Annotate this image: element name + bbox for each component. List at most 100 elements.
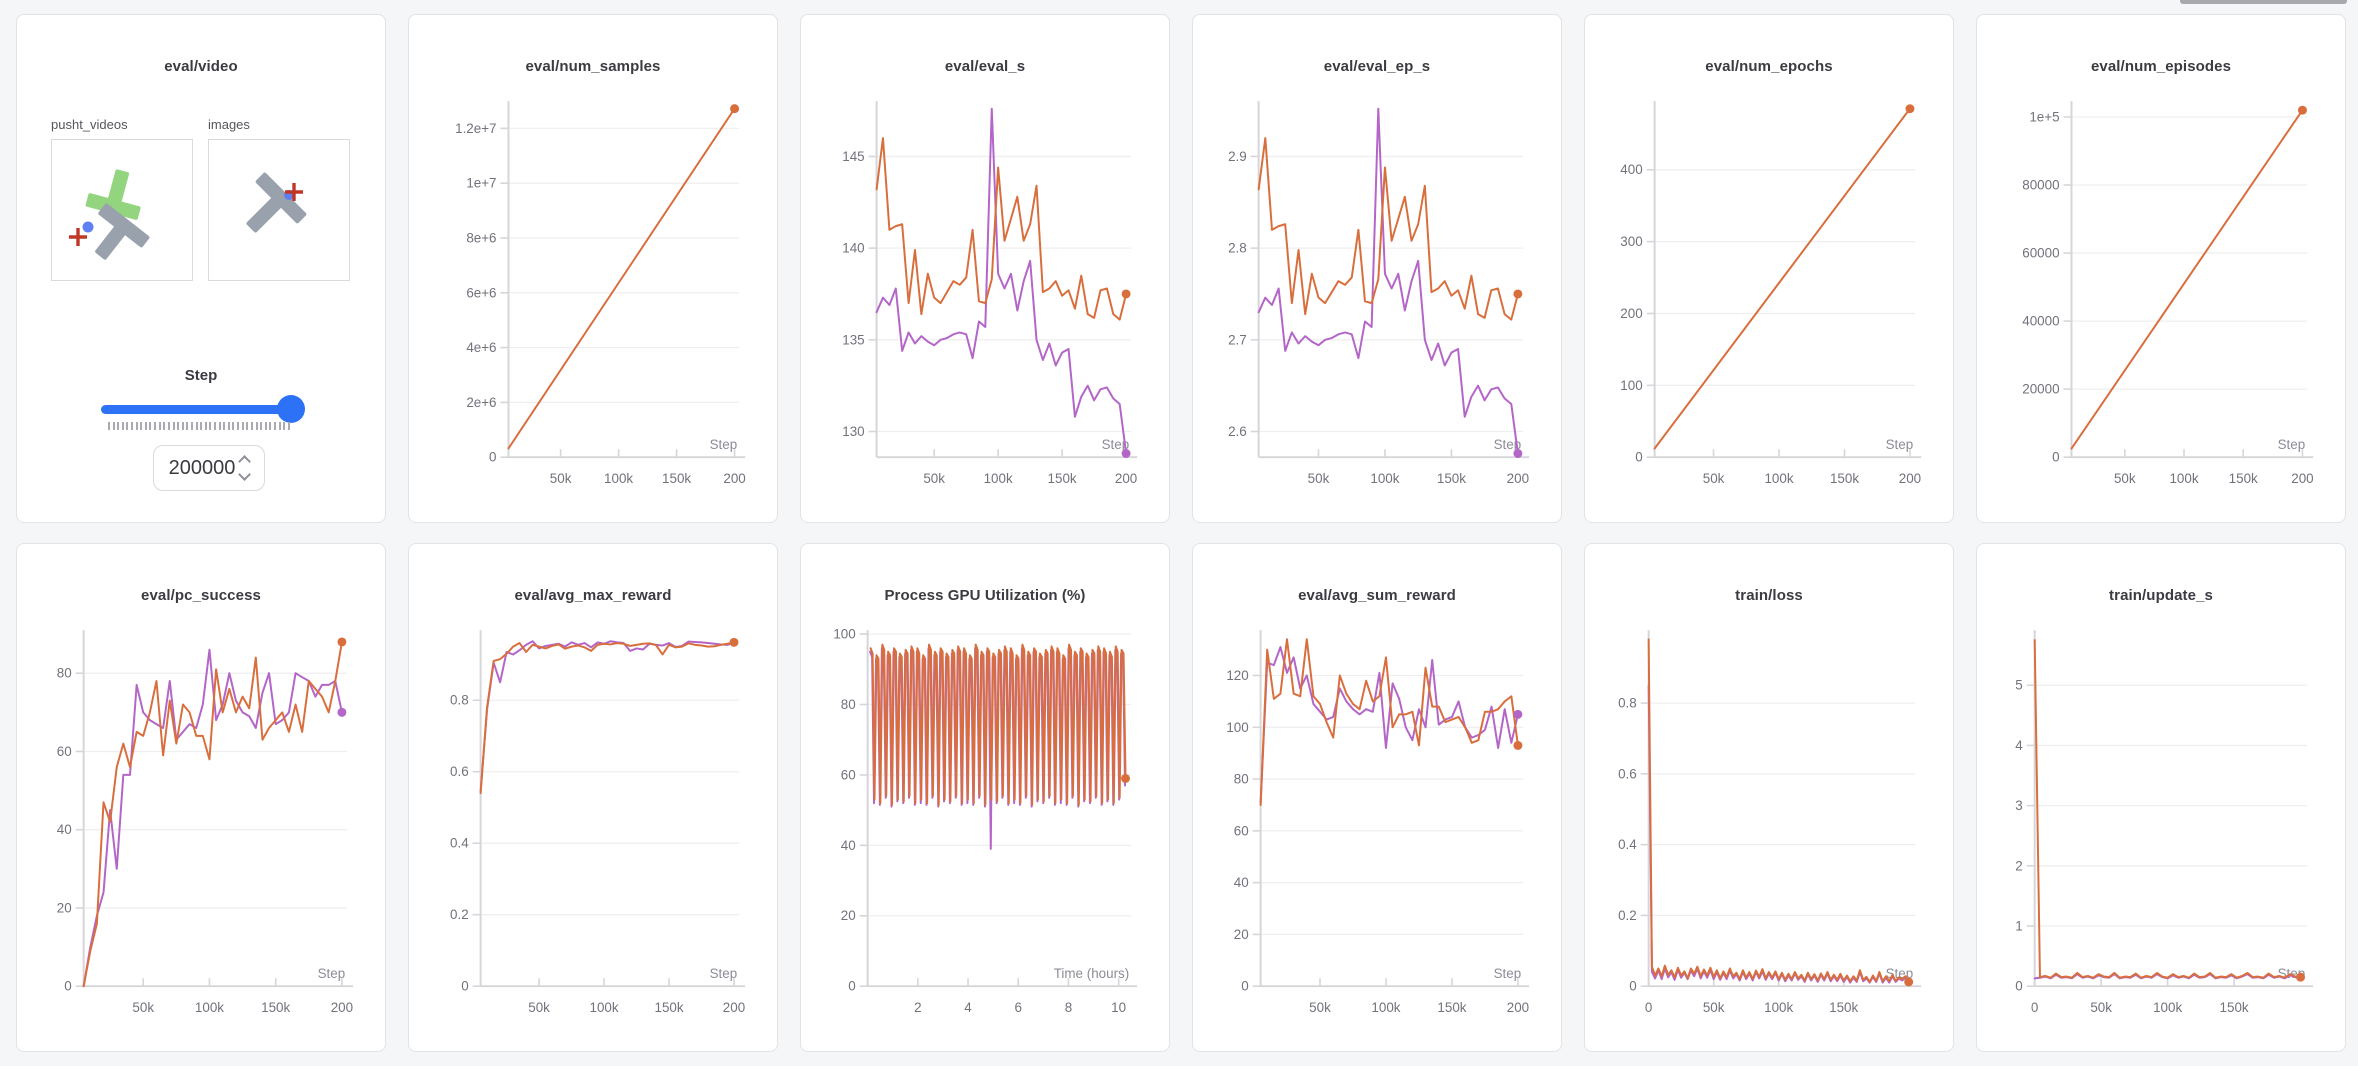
- svg-text:0: 0: [2031, 1000, 2038, 1015]
- svg-text:150k: 150k: [261, 1000, 290, 1015]
- ruler-tick: [269, 422, 272, 430]
- chart-title: eval/pc_success: [141, 587, 261, 604]
- chart-num-epochs[interactable]: 0 100 200 300 400 50k 100k 150k 200 Step: [1585, 93, 1953, 521]
- panel-gpu-util: Process GPU Utilization (%) 0 20 40 60 80 100 2…: [800, 543, 1170, 1052]
- ruler-tick: [172, 422, 175, 430]
- svg-text:0.8: 0.8: [1618, 696, 1637, 711]
- svg-text:150k: 150k: [1437, 1000, 1466, 1015]
- ruler-tick: [223, 422, 226, 430]
- ruler-tick: [177, 422, 180, 430]
- step-input[interactable]: 200000: [153, 445, 265, 491]
- spin-down-icon[interactable]: [238, 468, 252, 481]
- chart-title: eval/avg_sum_reward: [1298, 587, 1456, 604]
- chart-title: eval/eval_ep_s: [1323, 58, 1431, 75]
- ruler-tick: [121, 422, 124, 430]
- svg-text:0.2: 0.2: [1618, 908, 1637, 923]
- chart-title: train/update_s: [2109, 587, 2213, 604]
- spin-up-icon[interactable]: [238, 455, 252, 468]
- step-slider[interactable]: [101, 405, 299, 414]
- series-run-orange: [2070, 109, 2304, 450]
- ruler-tick: [241, 422, 244, 430]
- svg-text:80: 80: [841, 697, 856, 712]
- svg-text:50k: 50k: [2090, 1000, 2112, 1015]
- ruler-tick: [117, 422, 120, 430]
- svg-text:Step: Step: [2278, 437, 2306, 452]
- chart-pc-success[interactable]: 0 20 40 60 80 50k 100k 150k 200 Step: [17, 622, 385, 1050]
- svg-text:Step: Step: [710, 966, 738, 981]
- svg-text:0.4: 0.4: [450, 836, 469, 851]
- series-run-orange: [869, 643, 1127, 806]
- svg-text:100k: 100k: [195, 1000, 224, 1015]
- svg-text:2.8: 2.8: [1228, 241, 1247, 256]
- panel-num-epochs: eval/num_epochs 0 100 200 300 400 50k 100k 150k 2…: [1584, 14, 1954, 523]
- ruler-tick: [195, 422, 198, 430]
- panel-train-update-s: train/update_s 0 1 2 3 4 5 0 50k 100k 150k Step: [1976, 543, 2346, 1052]
- svg-text:200: 200: [1507, 1000, 1529, 1015]
- ruler-tick: [163, 422, 166, 430]
- step-input-value: 200000: [168, 456, 236, 479]
- series-end-dot: [1121, 773, 1130, 783]
- chart-num-episodes[interactable]: 0 20000 40000 60000 80000 1e+5 50k 100k 150k 200 S…: [1977, 93, 2345, 521]
- panel-num-episodes: eval/num_episodes 0 20000 40000 60000 80000 1e…: [1976, 14, 2346, 523]
- svg-text:200: 200: [1899, 471, 1921, 486]
- svg-text:3: 3: [2015, 798, 2022, 813]
- svg-text:8e+6: 8e+6: [466, 230, 496, 245]
- svg-text:2: 2: [2015, 858, 2022, 873]
- svg-text:Step: Step: [1494, 437, 1522, 452]
- svg-text:2e+6: 2e+6: [466, 395, 496, 410]
- svg-text:145: 145: [842, 149, 864, 164]
- ruler-tick: [273, 422, 276, 430]
- chart-avg-sum-reward[interactable]: 0 20 40 60 80 100 120 50k 100k 150k 200 Step: [1193, 622, 1561, 1050]
- ruler-tick: [158, 422, 161, 430]
- svg-text:8: 8: [1065, 1000, 1072, 1015]
- svg-text:0: 0: [2015, 979, 2022, 994]
- chart-num-samples[interactable]: 0 2e+6 4e+6 6e+6 8e+6 1e+7 1.2e+7 50k 100k 150k 20…: [409, 93, 777, 521]
- axes: 0 100 200 300 400 50k 100k 150k 200 Step: [1620, 101, 1922, 486]
- svg-text:200: 200: [723, 1000, 745, 1015]
- svg-text:130: 130: [842, 424, 864, 439]
- axes: 0 0.2 0.4 0.6 0.8 50k 100k 150k 200 Step: [450, 630, 745, 1015]
- chart-eval-ep-s[interactable]: 2.6 2.7 2.8 2.9 50k 100k 150k 200 Step: [1193, 93, 1561, 521]
- ruler-tick: [112, 422, 115, 430]
- svg-text:1e+7: 1e+7: [466, 176, 496, 191]
- ruler-tick: [186, 422, 189, 430]
- video-thumb-label: pusht_videos: [51, 117, 128, 132]
- svg-text:1.2e+7: 1.2e+7: [455, 121, 496, 136]
- t-shape-gray-icon: [95, 203, 150, 260]
- svg-text:50k: 50k: [923, 471, 945, 486]
- svg-text:120: 120: [1226, 668, 1248, 683]
- pusht-video-thumbnail[interactable]: [51, 139, 193, 281]
- svg-text:Step: Step: [1102, 437, 1130, 452]
- svg-text:50k: 50k: [1703, 1000, 1725, 1015]
- ruler-tick: [246, 422, 249, 430]
- svg-text:2.7: 2.7: [1228, 332, 1247, 347]
- ruler-tick: [250, 422, 253, 430]
- svg-text:Time (hours): Time (hours): [1054, 966, 1129, 981]
- svg-text:0: 0: [1635, 450, 1642, 465]
- chart-title: train/loss: [1735, 587, 1803, 604]
- svg-text:150k: 150k: [662, 471, 691, 486]
- chart-gpu-util[interactable]: 0 20 40 60 80 100 2 4 6 8 10 Time (hours): [801, 622, 1169, 1050]
- slider-handle[interactable]: [277, 395, 305, 423]
- svg-text:Step: Step: [1886, 437, 1914, 452]
- svg-text:80: 80: [57, 666, 72, 681]
- series-run-purple: [875, 107, 1128, 455]
- images-thumbnail[interactable]: [208, 139, 350, 281]
- svg-text:4: 4: [2015, 738, 2023, 753]
- svg-text:0: 0: [64, 979, 71, 994]
- step-slider-title: Step: [184, 367, 218, 384]
- step-input-spinner[interactable]: [238, 455, 252, 481]
- panel-train-loss: train/loss 0 0.2 0.4 0.6 0.8 0 50k 100k 150k Step: [1584, 543, 1954, 1052]
- axes: 2.6 2.7 2.8 2.9 50k 100k 150k 200 Step: [1228, 101, 1530, 486]
- chart-eval-s[interactable]: 130 135 140 145 50k 100k 150k 200 Step: [801, 93, 1169, 521]
- ruler-tick: [278, 422, 281, 430]
- ruler-tick: [260, 422, 263, 430]
- svg-text:0: 0: [1241, 979, 1248, 994]
- chart-avg-max-reward[interactable]: 0 0.2 0.4 0.6 0.8 50k 100k 150k 200 Step: [409, 622, 777, 1050]
- series-end-dot: [1904, 977, 1914, 987]
- series-run-orange: [507, 107, 736, 450]
